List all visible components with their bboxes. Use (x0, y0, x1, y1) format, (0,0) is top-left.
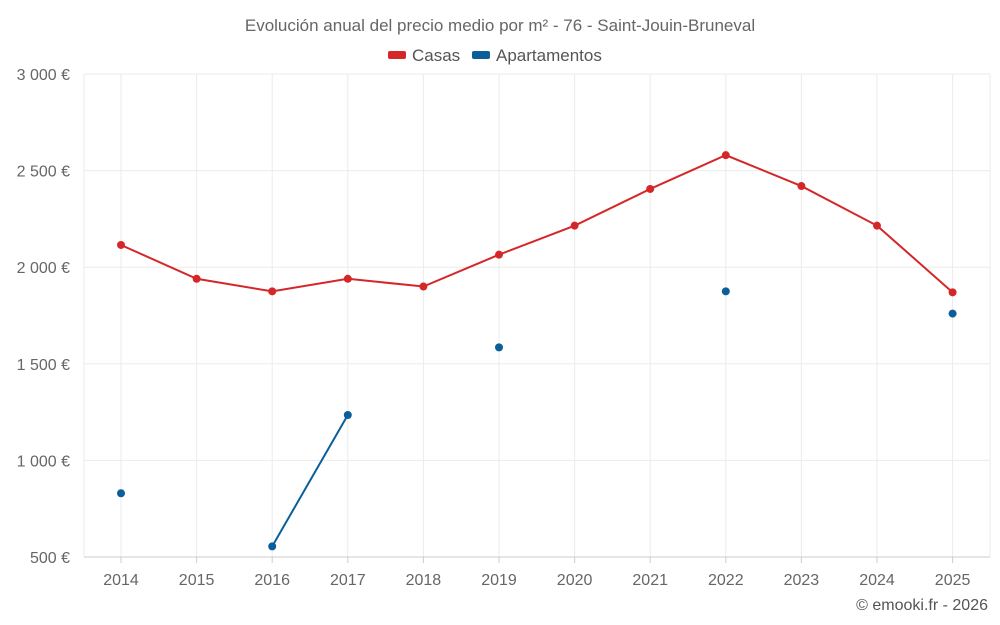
data-point-apartamentos[interactable] (117, 489, 125, 498)
copyright-text: © emooki.fr - 2026 (856, 597, 988, 614)
legend-item-casas[interactable]: Casas (388, 46, 460, 65)
y-tick-label: 500 € (30, 550, 70, 567)
y-tick-label: 1 500 € (17, 357, 70, 374)
data-point-casas[interactable] (343, 274, 352, 283)
data-point-casas[interactable] (192, 274, 201, 283)
chart-title: Evolución anual del precio medio por m² … (245, 16, 755, 35)
x-tick-label: 2014 (103, 572, 139, 589)
legend-item-apartamentos[interactable]: Apartamentos (472, 46, 602, 65)
data-point-casas[interactable] (646, 184, 655, 193)
data-point-apartamentos[interactable] (343, 410, 352, 419)
data-point-casas[interactable] (797, 182, 806, 191)
y-tick-label: 2 500 € (17, 164, 70, 181)
x-tick-label: 2018 (406, 572, 442, 589)
legend-swatch (472, 51, 490, 59)
y-tick-label: 2 000 € (17, 260, 70, 277)
data-point-casas[interactable] (570, 221, 579, 230)
x-tick-label: 2020 (557, 572, 593, 589)
legend-label: Casas (412, 46, 460, 65)
series-line-casas (120, 154, 954, 294)
x-tick-label: 2021 (632, 572, 668, 589)
data-point-apartamentos[interactable] (268, 542, 277, 551)
x-tick-label: 2022 (708, 572, 744, 589)
data-point-casas[interactable] (419, 282, 428, 291)
data-point-apartamentos[interactable] (948, 309, 957, 318)
x-tick-label: 2017 (330, 572, 366, 589)
data-point-casas[interactable] (268, 287, 277, 296)
legend: Casas Apartamentos (388, 46, 602, 65)
x-tick-label: 2019 (481, 572, 517, 589)
data-point-apartamentos[interactable] (495, 343, 503, 352)
y-tick-label: 1 000 € (17, 453, 70, 470)
data-point-casas[interactable] (721, 151, 730, 160)
data-point-apartamentos[interactable] (721, 287, 730, 296)
legend-label: Apartamentos (496, 46, 602, 65)
x-tick-label: 2024 (859, 572, 895, 589)
grid (83, 73, 991, 558)
data-point-casas[interactable] (873, 221, 881, 230)
x-tick-label: 2023 (784, 572, 820, 589)
data-point-casas[interactable] (117, 240, 125, 249)
x-tick-label: 2015 (179, 572, 215, 589)
series-casas (117, 151, 957, 297)
series-line-apartamentos (271, 414, 349, 547)
x-axis: 2014 2015 2016 2017 2018 2019 2020 2021 2022 2023… (84, 556, 990, 589)
series-apartamentos (117, 287, 957, 551)
x-tick-label: 2016 (254, 572, 290, 589)
data-point-casas[interactable] (948, 288, 957, 297)
y-axis: 500 € 1 000 € 1 500 € 2 000 € 2 500 € 3 000 € (17, 67, 70, 567)
data-point-casas[interactable] (495, 250, 503, 259)
y-tick-label: 3 000 € (17, 67, 70, 84)
series-layer (117, 151, 957, 551)
legend-swatch (388, 51, 406, 59)
x-tick-label: 2025 (935, 572, 971, 589)
